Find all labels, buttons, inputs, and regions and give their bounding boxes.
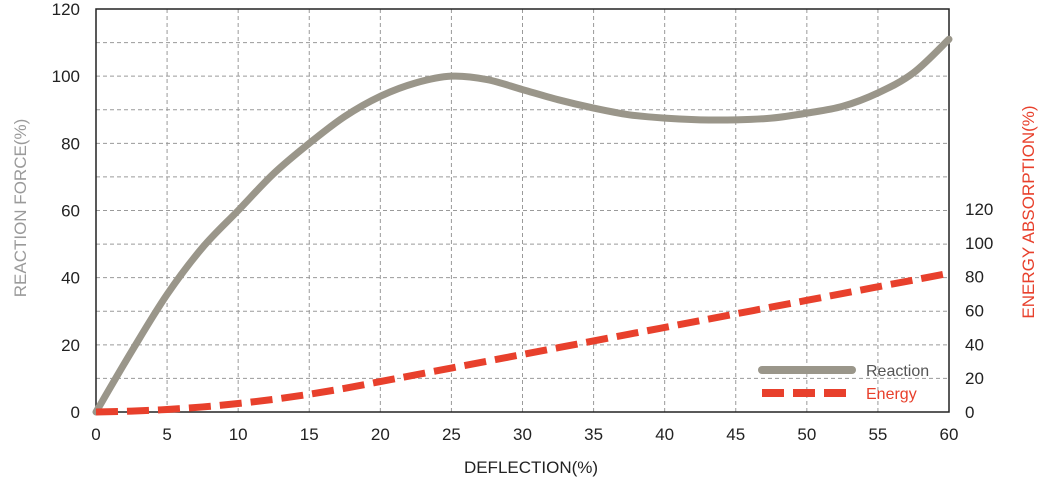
x-tick-label: 0 xyxy=(91,425,100,444)
x-tick-label: 10 xyxy=(229,425,248,444)
y-right-tick-labels: 0 20 40 60 80 100 120 xyxy=(965,200,993,422)
y-left-tick-labels: 0 20 40 60 80 100 120 xyxy=(52,0,80,422)
y-right-tick-label: 100 xyxy=(965,234,993,253)
y-right-axis-label: ENERGY ABSORPTION(%) xyxy=(1019,105,1038,318)
y-left-tick-label: 80 xyxy=(61,134,80,153)
y-right-tick-label: 80 xyxy=(965,268,984,287)
series-line-energy xyxy=(95,269,950,416)
legend-energy-label: Energy xyxy=(866,386,917,403)
legend-reaction-label: Reaction xyxy=(866,363,929,380)
y-left-tick-label: 120 xyxy=(52,0,80,19)
x-tick-label: 55 xyxy=(868,425,887,444)
series-layer xyxy=(92,35,953,416)
y-left-tick-label: 40 xyxy=(61,269,80,288)
plot-frame xyxy=(95,8,950,413)
y-right-tick-label: 60 xyxy=(965,302,984,321)
y-left-tick-label: 60 xyxy=(61,202,80,221)
series-line-reaction xyxy=(92,35,953,416)
y-right-tick-label: 0 xyxy=(965,403,974,422)
x-tick-label: 15 xyxy=(300,425,319,444)
x-tick-label: 35 xyxy=(584,425,603,444)
y-right-tick-label: 20 xyxy=(965,369,984,388)
x-tick-labels: 0 5 10 15 20 25 30 35 40 45 50 55 60 xyxy=(91,425,958,444)
y-left-tick-label: 20 xyxy=(61,336,80,355)
x-tick-label: 20 xyxy=(371,425,390,444)
x-tick-label: 45 xyxy=(726,425,745,444)
y-left-tick-label: 100 xyxy=(52,67,80,86)
x-tick-label: 30 xyxy=(513,425,532,444)
x-axis-label: DEFLECTION(%) xyxy=(464,458,598,477)
grid-lines xyxy=(96,9,949,412)
y-right-tick-label: 120 xyxy=(965,200,993,219)
x-tick-label: 40 xyxy=(655,425,674,444)
y-left-axis-label: REACTION FORCE(%) xyxy=(11,119,30,298)
y-left-tick-label: 0 xyxy=(71,403,80,422)
x-tick-label: 5 xyxy=(162,425,171,444)
y-right-tick-label: 40 xyxy=(965,335,984,354)
legend: Reaction Energy xyxy=(758,363,929,403)
x-tick-label: 50 xyxy=(797,425,816,444)
x-tick-label: 25 xyxy=(442,425,461,444)
x-tick-label: 60 xyxy=(940,425,959,444)
